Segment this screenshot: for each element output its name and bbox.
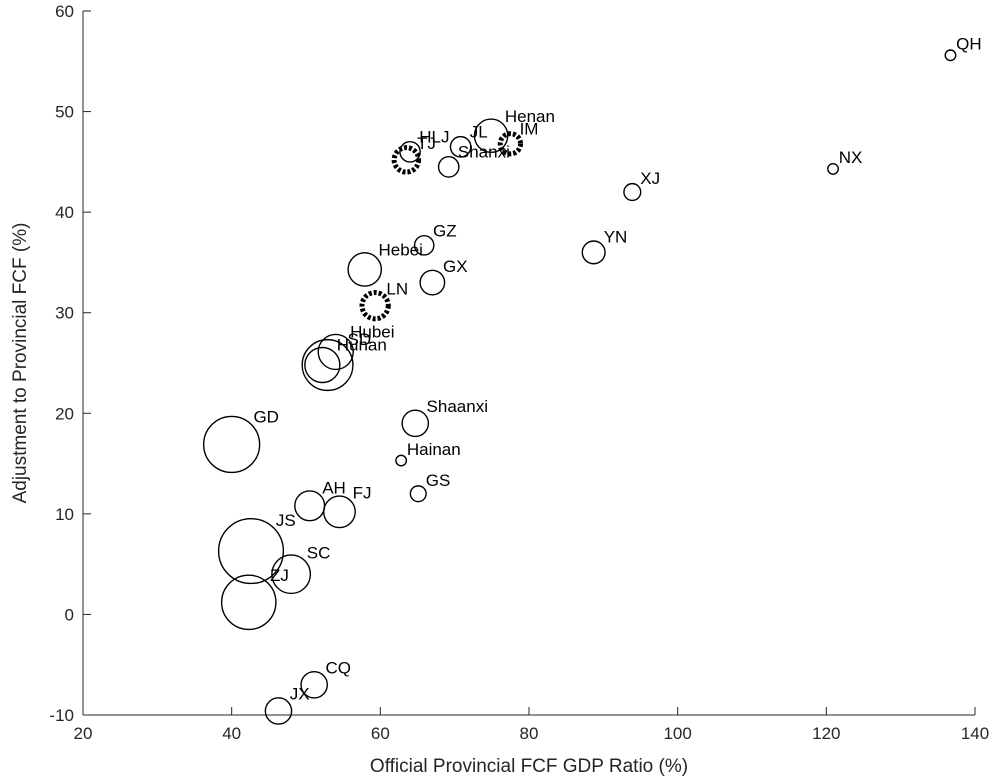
point-label-nx: NX xyxy=(839,148,863,167)
y-tick-label: 0 xyxy=(65,605,74,624)
point-label-hunan: Hunan xyxy=(337,336,387,355)
point-label-js: JS xyxy=(276,511,296,530)
point-sd xyxy=(301,338,354,392)
point-henan xyxy=(473,118,509,154)
point-label-shaanxi: Shaanxi xyxy=(427,397,488,416)
point-label-gd: GD xyxy=(253,408,278,427)
point-ln xyxy=(359,290,391,322)
data-points xyxy=(202,49,957,725)
point-hunan xyxy=(304,346,341,384)
point-label-hubei: Hubei xyxy=(350,323,394,342)
x-tick-label: 120 xyxy=(812,724,840,743)
point-gd xyxy=(202,415,261,474)
point-gx xyxy=(419,269,446,296)
point-label-hainan: Hainan xyxy=(407,440,461,459)
point-label-shanxi: Shanxi xyxy=(458,143,510,162)
point-tj xyxy=(391,145,422,175)
point-hebei xyxy=(347,252,383,287)
y-tick-label: 30 xyxy=(55,304,74,323)
point-label-tj: TJ xyxy=(417,134,436,153)
y-tick-label: 20 xyxy=(55,404,74,423)
axes: 20 40 60 80 100 120 140 -10 0 10 20 30 40 50 60 xyxy=(49,2,989,743)
point-zj xyxy=(220,574,277,631)
point-label-cq: CQ xyxy=(325,659,351,678)
point-label-hebei: Hebei xyxy=(378,241,422,260)
x-tick-label: 80 xyxy=(520,724,539,743)
point-hubei xyxy=(317,333,354,371)
x-tick-label: 140 xyxy=(961,724,989,743)
point-yn xyxy=(581,240,606,265)
point-xj xyxy=(623,182,642,202)
point-jl xyxy=(449,135,472,158)
point-label-henan: Henan xyxy=(505,107,555,126)
point-nx xyxy=(827,162,839,175)
point-label-jx: JX xyxy=(290,685,310,704)
point-label-gx: GX xyxy=(443,257,468,276)
point-cq xyxy=(300,671,329,699)
point-jx xyxy=(264,697,293,725)
point-im xyxy=(497,131,524,157)
point-hainan xyxy=(395,454,408,467)
point-js xyxy=(217,517,285,585)
point-hlj xyxy=(399,140,421,163)
y-axis-title: Adjustment to Provincial FCF (%) xyxy=(10,223,31,504)
point-fj xyxy=(323,495,356,529)
x-tick-label: 20 xyxy=(74,724,93,743)
x-axis-title: Official Provincial FCF GDP Ratio (%) xyxy=(370,756,688,777)
point-gs xyxy=(409,485,427,503)
point-label-ah: AH xyxy=(322,478,346,497)
point-label-sd: SD xyxy=(347,330,371,349)
y-tick-label: 40 xyxy=(55,203,74,222)
point-label-qh: QH xyxy=(956,35,982,54)
point-label-hlj: HLJ xyxy=(419,128,449,147)
x-tick-label: 60 xyxy=(371,724,390,743)
point-label-xj: XJ xyxy=(640,169,660,188)
point-sc xyxy=(271,554,312,595)
point-shanxi xyxy=(437,156,460,178)
y-tick-label: -10 xyxy=(49,706,74,725)
x-tick-label: 40 xyxy=(222,724,241,743)
point-ah xyxy=(294,490,326,522)
point-label-zj: ZJ xyxy=(270,566,289,585)
point-shaanxi xyxy=(401,409,430,438)
point-gz xyxy=(413,235,435,256)
point-label-gs: GS xyxy=(426,471,451,490)
point-label-sc: SC xyxy=(307,544,331,563)
y-tick-label: 60 xyxy=(55,2,74,21)
point-label-im: IM xyxy=(520,120,539,139)
point-label-gz: GZ xyxy=(433,222,457,241)
point-label-ln: LN xyxy=(386,279,408,298)
point-label-fj: FJ xyxy=(353,484,372,503)
point-label-jl: JL xyxy=(470,123,488,142)
y-tick-label: 10 xyxy=(55,505,74,524)
point-qh xyxy=(944,49,957,62)
x-tick-label: 100 xyxy=(663,724,691,743)
point-label-yn: YN xyxy=(604,227,628,246)
y-tick-label: 50 xyxy=(55,103,74,122)
